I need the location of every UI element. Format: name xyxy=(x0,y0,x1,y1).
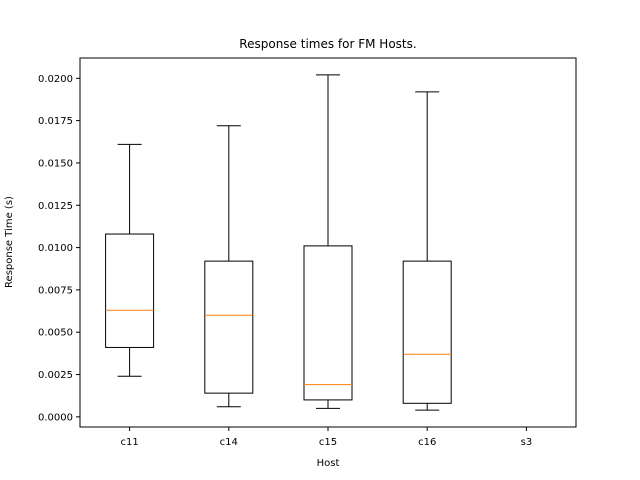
chart-title: Response times for FM Hosts. xyxy=(239,37,416,51)
x-tick-label: s3 xyxy=(521,437,533,448)
y-tick-label: 0.0125 xyxy=(38,201,73,212)
box-c11 xyxy=(106,144,154,376)
y-tick-label: 0.0200 xyxy=(38,74,73,85)
x-axis: c11 c14 c15 c16 s3 xyxy=(120,427,532,448)
x-tick-label: c16 xyxy=(418,437,436,448)
box-c15 xyxy=(304,75,352,408)
iqr-box xyxy=(106,234,154,347)
x-tick-label: c15 xyxy=(319,437,337,448)
y-axis: 0.0000 0.0025 0.0050 0.0075 0.0100 0.0125 0.01… xyxy=(38,74,80,424)
x-tick-label: c14 xyxy=(220,437,238,448)
y-axis-label: Response Time (s) xyxy=(4,196,15,288)
x-tick-label: c11 xyxy=(120,437,138,448)
y-tick-label: 0.0100 xyxy=(38,243,73,254)
iqr-box xyxy=(403,261,451,403)
y-tick-label: 0.0000 xyxy=(38,412,73,423)
y-tick-label: 0.0075 xyxy=(38,285,73,296)
x-axis-label: Host xyxy=(317,458,340,469)
iqr-box xyxy=(205,261,253,393)
y-tick-label: 0.0050 xyxy=(38,328,73,339)
box-plots xyxy=(106,75,452,410)
box-c16 xyxy=(403,92,451,410)
box-c14 xyxy=(205,126,253,407)
y-tick-label: 0.0175 xyxy=(38,116,73,127)
y-tick-label: 0.0150 xyxy=(38,158,73,169)
y-tick-label: 0.0025 xyxy=(38,370,73,381)
iqr-box xyxy=(304,246,352,400)
